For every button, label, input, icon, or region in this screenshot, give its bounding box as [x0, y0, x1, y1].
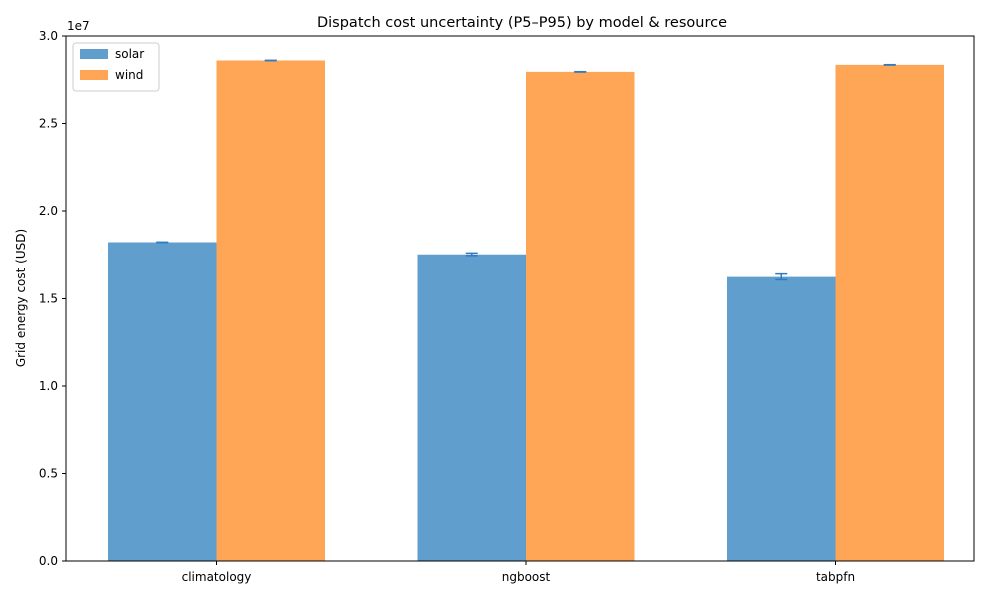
chart-title: Dispatch cost uncertainty (P5–P95) by mo…: [317, 15, 727, 31]
y-axis-label: Grid energy cost (USD): [14, 229, 28, 367]
y-tick-label: 3.0: [39, 29, 58, 43]
errorbars-layer: [156, 59, 896, 281]
y-tick-label: 2.0: [39, 204, 58, 218]
y-tick-label: 1.0: [39, 379, 58, 393]
x-tick-label-climatology: climatology: [182, 570, 252, 584]
errorbar-solar-tabpfn: [775, 272, 788, 281]
x-tick-label-tabpfn: tabpfn: [816, 570, 855, 584]
y-offset-label: 1e7: [67, 19, 90, 33]
bar-solar-tabpfn: [727, 276, 836, 561]
axes-layer: 0.0 0.5 1.0 1.5 2.0 2.5 3.0 climatology ngboost t…: [39, 29, 975, 584]
bar-wind-climatology: [216, 60, 325, 561]
legend-label-wind: wind: [115, 68, 143, 82]
bar-wind-ngboost: [526, 71, 635, 561]
bar-solar-climatology: [108, 242, 217, 561]
legend: solar wind: [72, 42, 160, 92]
y-tick-label: 1.5: [39, 292, 58, 306]
y-tick-label: 2.5: [39, 117, 58, 131]
y-tick-label: 0.5: [39, 467, 58, 481]
x-tick-label-ngboost: ngboost: [502, 570, 551, 584]
legend-swatch-wind: [80, 70, 108, 80]
bar-wind-tabpfn: [835, 64, 944, 561]
errorbar-solar-ngboost: [465, 252, 478, 257]
y-tick-label: 0.0: [39, 554, 58, 568]
bar-solar-ngboost: [417, 254, 526, 561]
legend-swatch-solar: [80, 49, 108, 59]
legend-label-solar: solar: [115, 47, 144, 61]
bars-layer: [108, 60, 944, 561]
